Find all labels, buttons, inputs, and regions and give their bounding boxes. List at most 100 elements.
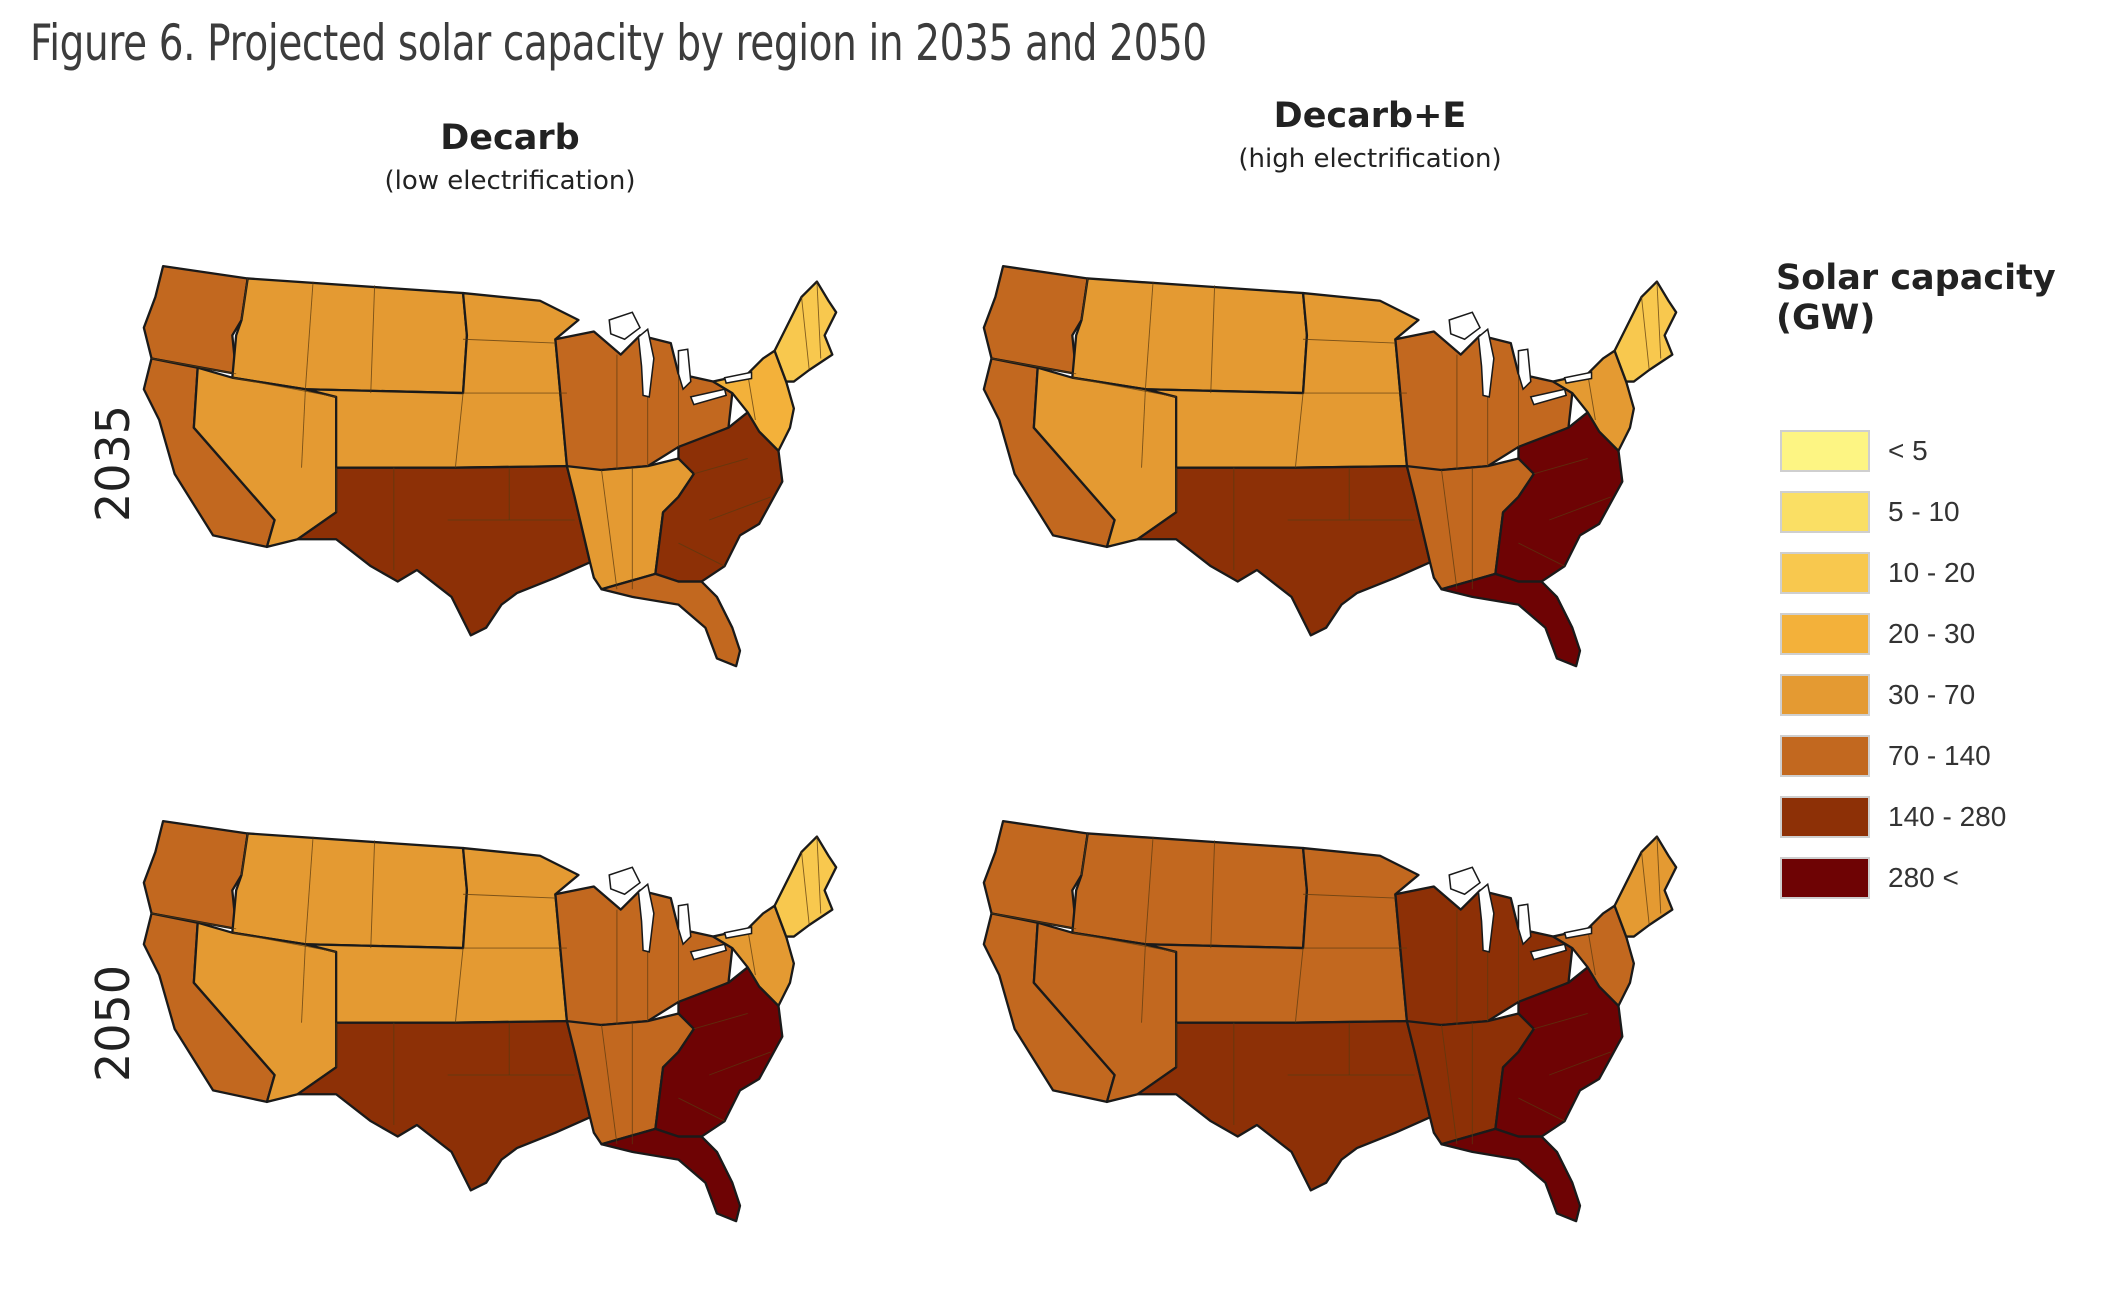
us-map-svg	[982, 265, 1678, 668]
legend-item: 10 - 20	[1780, 542, 2006, 603]
great-lake	[689, 388, 728, 406]
region-rockies	[231, 832, 469, 950]
legend-swatch	[1780, 612, 1870, 655]
state-border	[151, 913, 237, 930]
map-decarb-e-2035	[980, 225, 1680, 715]
great-lake	[723, 371, 753, 384]
state-border	[232, 377, 337, 398]
legend-title: Solar capacity (GW)	[1776, 258, 2056, 338]
legend-swatch	[1780, 490, 1870, 533]
region-northwest	[982, 820, 1089, 931]
state-border	[304, 281, 314, 390]
region-florida	[1440, 572, 1582, 668]
great-lake	[637, 882, 655, 953]
region-texas-south-central	[1136, 465, 1432, 637]
state-border	[816, 281, 822, 359]
legend-label: 5 - 10	[1888, 495, 1960, 527]
state-border	[463, 893, 556, 899]
great-lake	[1448, 866, 1481, 896]
state-border	[1549, 1051, 1611, 1076]
great-lake	[677, 903, 692, 946]
state-border	[463, 338, 556, 344]
state-border	[1210, 840, 1216, 949]
region-northwest	[982, 265, 1089, 375]
region-northwest	[142, 820, 249, 931]
region-rockies	[1071, 832, 1309, 950]
legend-swatch	[1780, 795, 1870, 838]
us-map-svg	[142, 265, 838, 668]
state-border	[1072, 377, 1177, 398]
state-border	[1587, 373, 1596, 421]
state-border	[678, 542, 725, 567]
great-lake	[1563, 371, 1593, 384]
state-border	[454, 393, 464, 468]
state-border	[301, 389, 306, 468]
state-border	[1144, 281, 1154, 390]
column-header-decarb-e: Decarb+E (high electrification)	[1090, 96, 1650, 174]
state-border	[991, 913, 1077, 930]
column-subtitle: (high electrification)	[1238, 144, 1502, 174]
state-border	[601, 469, 618, 590]
legend-label: 140 - 280	[1888, 800, 2007, 832]
column-title: Decarb	[440, 118, 580, 158]
region-mid-atlantic	[711, 904, 796, 1007]
figure-title: Figure 6. Projected solar capacity by re…	[30, 14, 1207, 72]
great-lake	[608, 311, 641, 341]
state-border	[801, 296, 810, 371]
great-lake	[689, 943, 728, 961]
state-border	[1587, 928, 1596, 976]
legend-label: 70 - 140	[1888, 739, 1991, 771]
state-border	[1081, 278, 1089, 321]
state-border	[241, 278, 249, 321]
legend-item: 280 <	[1780, 847, 2006, 908]
state-border	[232, 932, 337, 953]
state-border	[1549, 496, 1611, 521]
column-title: Decarb+E	[1273, 96, 1467, 136]
great-lake	[1529, 943, 1568, 961]
legend-item: < 5	[1780, 420, 2006, 481]
state-border	[301, 944, 306, 1023]
legend-swatch	[1780, 429, 1870, 472]
great-lake	[1477, 327, 1495, 398]
great-lake	[1529, 388, 1568, 406]
state-border	[1141, 944, 1146, 1023]
region-florida	[1440, 1127, 1582, 1223]
state-border	[1294, 948, 1304, 1023]
state-border	[304, 836, 314, 945]
great-lake	[1477, 882, 1495, 953]
column-subtitle: (low electrification)	[384, 166, 636, 196]
legend-swatch	[1780, 551, 1870, 594]
state-border	[454, 948, 464, 1023]
state-border	[1303, 338, 1396, 344]
state-border	[1441, 469, 1458, 590]
great-lake	[1448, 311, 1481, 341]
legend: < 5 5 - 10 10 - 20 20 - 30 30 - 70 70 - 140 14…	[1780, 420, 2006, 908]
state-border	[991, 358, 1077, 375]
legend-label: < 5	[1888, 434, 1928, 466]
state-border	[693, 1013, 748, 1030]
great-lake	[1517, 348, 1532, 391]
great-lake	[677, 348, 692, 391]
region-florida	[600, 1127, 742, 1223]
legend-item: 20 - 30	[1780, 603, 2006, 664]
legend-label: 30 - 70	[1888, 678, 1976, 710]
great-lake	[1563, 926, 1593, 939]
great-lake	[608, 866, 641, 896]
us-map-svg	[982, 820, 1678, 1223]
region-florida	[600, 572, 742, 668]
state-border	[370, 840, 376, 949]
legend-item: 30 - 70	[1780, 664, 2006, 725]
state-border	[709, 1051, 771, 1076]
state-border	[1081, 833, 1089, 876]
region-mid-atlantic	[1551, 904, 1635, 1007]
region-northwest	[142, 265, 249, 375]
state-border	[1656, 836, 1662, 914]
great-lake	[1517, 903, 1532, 946]
state-border	[693, 458, 748, 475]
state-border	[1072, 932, 1177, 953]
legend-swatch	[1780, 673, 1870, 716]
state-border	[370, 285, 376, 394]
legend-label: 10 - 20	[1888, 556, 1976, 588]
map-decarb-e-2050	[980, 780, 1680, 1270]
state-border	[1533, 1013, 1588, 1030]
